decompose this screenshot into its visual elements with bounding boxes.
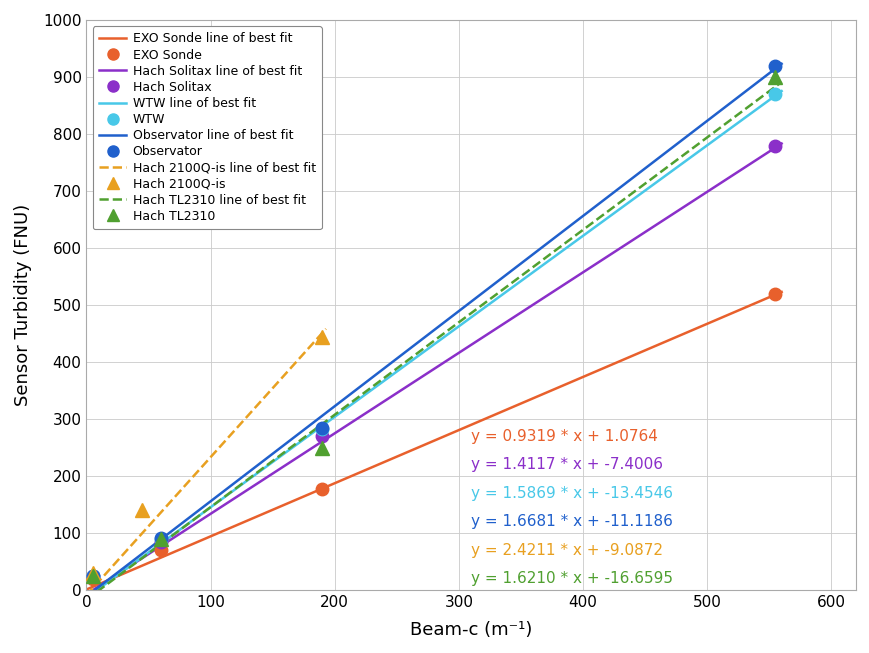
X-axis label: Beam-c (m⁻¹): Beam-c (m⁻¹) <box>409 621 532 639</box>
Text: y = 0.9319 * x + 1.0764: y = 0.9319 * x + 1.0764 <box>471 428 657 443</box>
Legend: EXO Sonde line of best fit, EXO Sonde, Hach Solitax line of best fit, Hach Solit: EXO Sonde line of best fit, EXO Sonde, H… <box>92 26 322 229</box>
Text: y = 1.6210 * x + -16.6595: y = 1.6210 * x + -16.6595 <box>471 571 673 586</box>
Text: y = 1.6681 * x + -11.1186: y = 1.6681 * x + -11.1186 <box>471 514 673 529</box>
Text: y = 1.4117 * x + -7.4006: y = 1.4117 * x + -7.4006 <box>471 457 662 472</box>
Text: y = 1.5869 * x + -13.4546: y = 1.5869 * x + -13.4546 <box>471 486 673 501</box>
Y-axis label: Sensor Turbidity (FNU): Sensor Turbidity (FNU) <box>14 204 32 406</box>
Text: y = 2.4211 * x + -9.0872: y = 2.4211 * x + -9.0872 <box>471 543 662 558</box>
